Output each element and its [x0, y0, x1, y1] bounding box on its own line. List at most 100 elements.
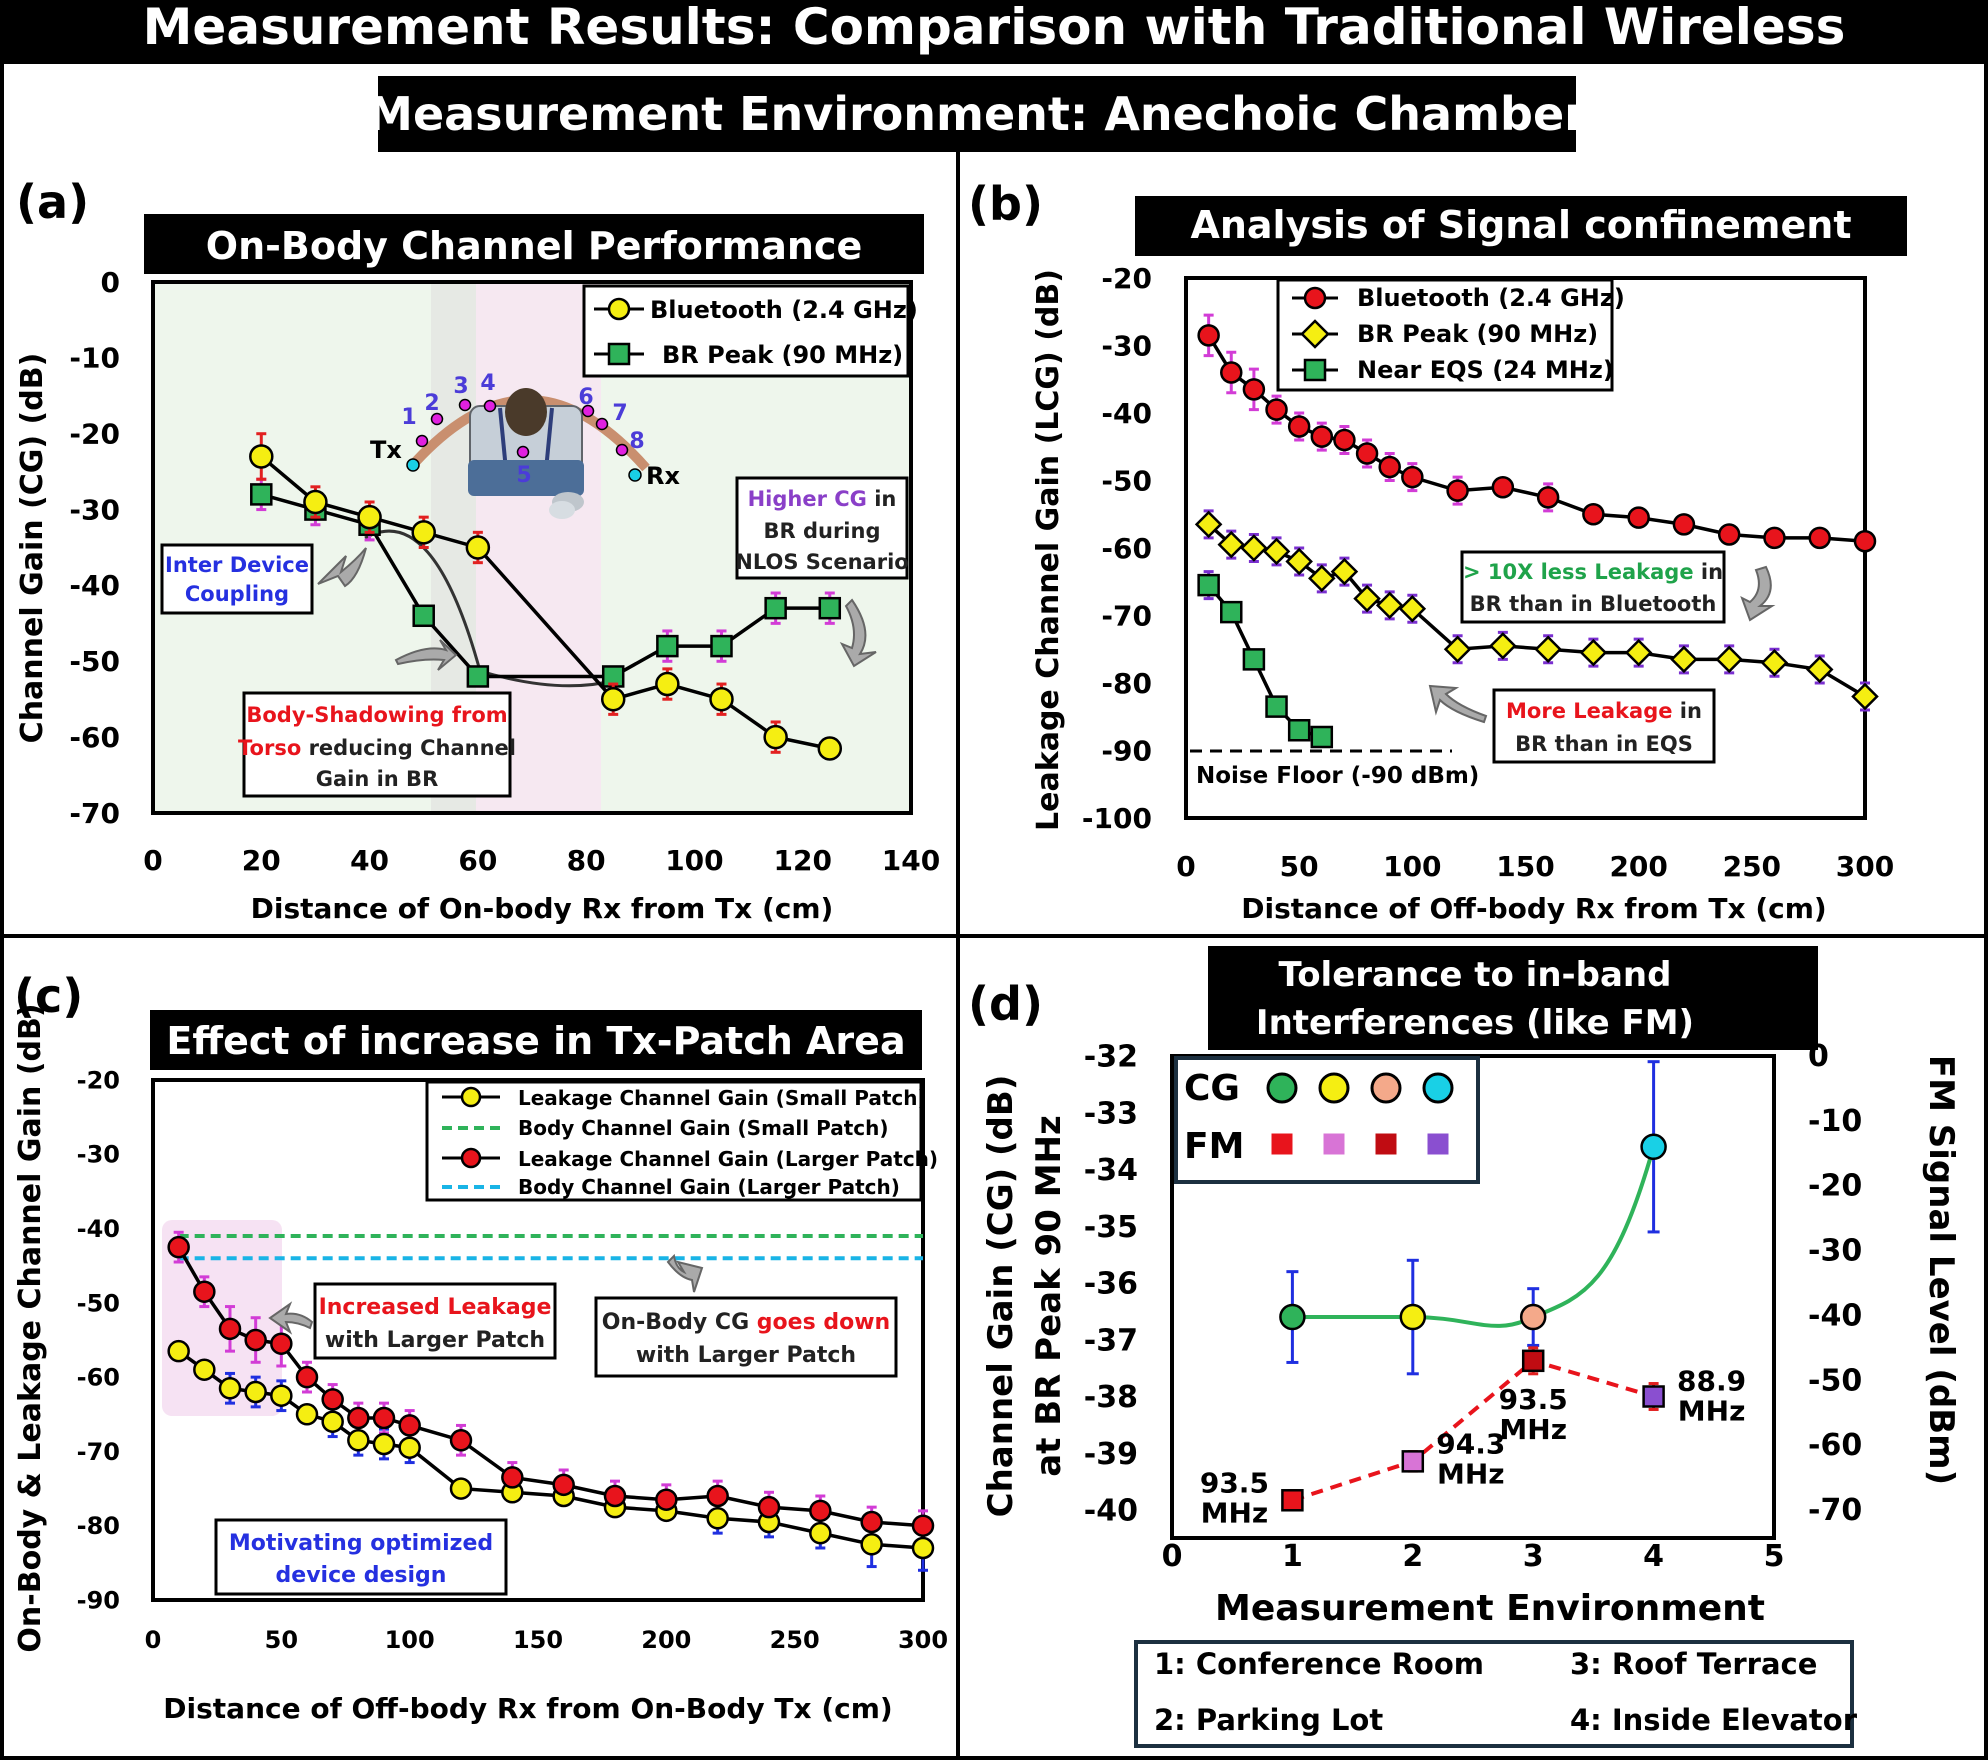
ann-motivating-2: device design — [276, 1563, 447, 1588]
main-title-bar — [0, 0, 1988, 60]
panel-d-xlabel: Measurement Environment — [1215, 1588, 1765, 1629]
panel-a-plot-border — [151, 280, 913, 815]
y-tick-label: -70 — [77, 1438, 120, 1466]
data-point-bluetooth — [1401, 465, 1424, 489]
legend-b-eqs: Near EQS (24 MHz) — [1357, 356, 1614, 384]
data-point-br — [1375, 591, 1404, 620]
series-line-fm — [1291, 1358, 1655, 1503]
ann-inter-device-2: Coupling — [185, 582, 289, 606]
data-point-br — [1805, 655, 1834, 684]
data-point-br — [1851, 682, 1879, 711]
y-tick-label: -100 — [1082, 802, 1152, 835]
panel-a: (a) On-Body Channel Performance Distance… — [15, 175, 940, 925]
legend-d-cg-green — [1266, 1072, 1298, 1104]
panel-c-legend — [425, 1080, 923, 1202]
env-3: 3: Roof Terrace — [1570, 1647, 1817, 1681]
y2-tick-label: 0 — [1808, 1039, 1829, 1074]
data-point-br — [412, 604, 435, 628]
fm-freq-label: 88.9 — [1677, 1365, 1746, 1398]
y-tick-label: -10 — [69, 342, 120, 375]
data-point-leak-large — [347, 1406, 370, 1430]
ann-higher-cg-2: BR during — [763, 519, 880, 543]
panel-c-title: Effect of increase in Tx-Patch Area — [166, 1019, 905, 1063]
data-point-eqs — [1242, 648, 1266, 671]
data-point-eqs — [1310, 725, 1334, 749]
x-tick-label: 150 — [513, 1626, 563, 1654]
data-point-cg — [1279, 1303, 1306, 1331]
data-point-br — [466, 665, 490, 688]
arrow-a1 — [317, 547, 367, 588]
legend-d-fm-darkred — [1372, 1130, 1400, 1158]
y-tick-label: -40 — [77, 1215, 120, 1243]
data-point-leak-small — [167, 1339, 190, 1363]
data-point-br — [1489, 632, 1517, 660]
data-point-leak-small — [372, 1432, 396, 1456]
subtitle-bar — [378, 76, 1576, 152]
data-point-bluetooth — [763, 724, 788, 750]
y-tick-label: -40 — [1101, 397, 1152, 430]
x-tick-label: 300 — [898, 1626, 948, 1654]
legend-d-fm-purple — [1424, 1130, 1452, 1158]
y-tick-label: -34 — [1084, 1153, 1138, 1188]
data-point-br — [1217, 530, 1246, 559]
x-tick-label: 40 — [350, 844, 389, 877]
data-point-fm — [1281, 1489, 1304, 1512]
env-1: 1: Conference Room — [1154, 1647, 1484, 1681]
body-point-label: 6 — [578, 385, 593, 410]
legend-b-marker-br — [1300, 319, 1330, 349]
panel-a-shadow-curve — [364, 529, 617, 688]
body-point — [415, 434, 429, 448]
data-point-leak-large — [321, 1388, 344, 1411]
y-tick-label: -33 — [1084, 1096, 1138, 1131]
legend-d-fm: FM — [1184, 1126, 1244, 1167]
series-line-bluetooth — [260, 455, 831, 751]
panel-c: (c) Effect of increase in Tx-Patch Area … — [13, 969, 948, 1725]
ann-increased-1: Increased Leakage — [319, 1295, 552, 1320]
ann-ondown-1a: On-Body CG — [602, 1310, 757, 1335]
series-line-br — [260, 492, 830, 679]
ann-inter-device-box — [160, 543, 314, 615]
ann-body-shadow-2a: Torso — [238, 736, 301, 760]
panel-b-xlabel: Distance of Off-body Rx from Tx (cm) — [1241, 892, 1826, 925]
ann-more-leak-1: More Leakage in — [1506, 699, 1702, 723]
data-point-leak-small — [809, 1521, 832, 1545]
data-point-br — [1353, 584, 1381, 613]
y-tick-label: -20 — [1101, 262, 1152, 295]
panel-c-title-bar — [150, 1010, 922, 1070]
x-tick-label: 4 — [1643, 1539, 1664, 1574]
data-point-leak-large — [552, 1473, 575, 1497]
y-tick-label: -32 — [1084, 1040, 1138, 1075]
fm-freq-label: 94.3 — [1436, 1427, 1505, 1460]
data-point-br — [1330, 557, 1359, 586]
data-point-cg — [1640, 1133, 1667, 1161]
data-point-br — [1760, 648, 1789, 677]
y-tick-label: -80 — [1101, 667, 1152, 700]
data-point-br — [1715, 645, 1743, 674]
x-tick-label: 150 — [1496, 850, 1554, 883]
data-point-bluetooth — [1536, 486, 1560, 509]
x-tick-label: 5 — [1764, 1539, 1785, 1574]
y2-tick-label: -10 — [1808, 1104, 1862, 1139]
y-tick-label: -35 — [1084, 1210, 1138, 1245]
ann-less-leak-1b: in — [1694, 560, 1723, 584]
ann-body-shadow-2: Torso reducing Channel — [238, 736, 516, 760]
y-tick-label: -60 — [1101, 532, 1152, 565]
tx-point — [406, 458, 420, 472]
panel-a-letter: (a) — [16, 175, 89, 229]
ann-ondown-1b: goes down — [757, 1310, 890, 1335]
legend-b-marker-eqs — [1303, 358, 1327, 382]
human-figure — [406, 388, 650, 519]
legend-b-bt: Bluetooth (2.4 GHz) — [1357, 284, 1625, 312]
data-point-leak-large — [270, 1332, 293, 1355]
legend-a-marker-br — [607, 342, 631, 366]
data-point-leak-small — [244, 1380, 267, 1404]
arrow-b2 — [1428, 684, 1488, 724]
fm-freq-label: MHz — [1499, 1413, 1567, 1446]
panel-d-title-2: Interferences (like FM) — [1256, 1003, 1694, 1043]
body-point-label: 3 — [453, 374, 468, 399]
x-tick-label: 300 — [1836, 850, 1894, 883]
panel-a-xlabel: Distance of On-body Rx from Tx (cm) — [251, 892, 834, 925]
data-point-leak-large — [757, 1495, 781, 1519]
y-tick-label: -37 — [1084, 1323, 1138, 1358]
